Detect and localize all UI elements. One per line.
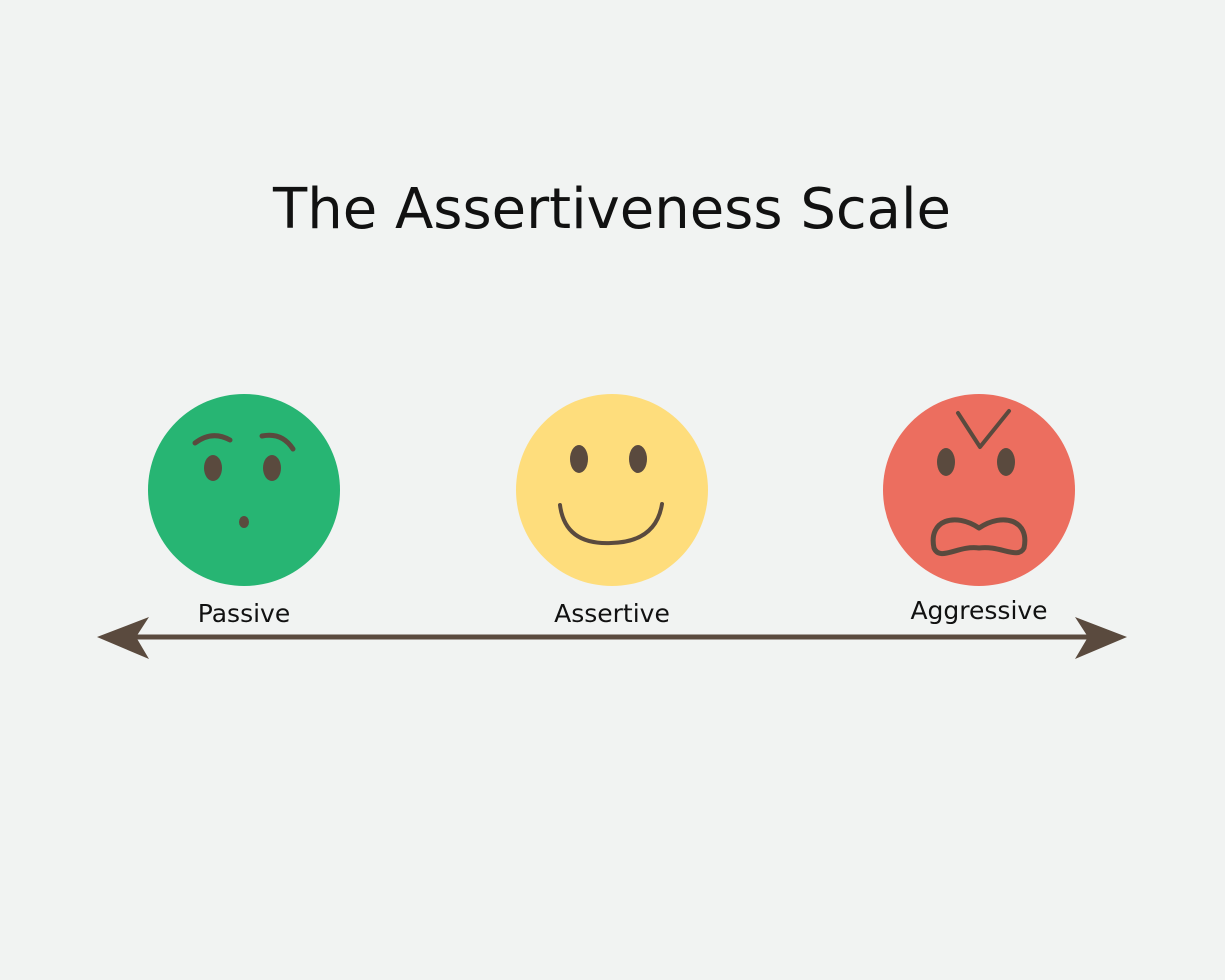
diagram-title: The Assertiveness Scale [272,177,951,242]
double-arrow-icon [97,617,1127,659]
aggressive-face-icon [883,394,1075,586]
aggressive-label: Aggressive [910,596,1047,625]
passive-label: Passive [198,599,290,628]
passive-face-icon [148,394,340,586]
assertive-label: Assertive [554,599,670,628]
assertive-face-icon [516,394,708,586]
